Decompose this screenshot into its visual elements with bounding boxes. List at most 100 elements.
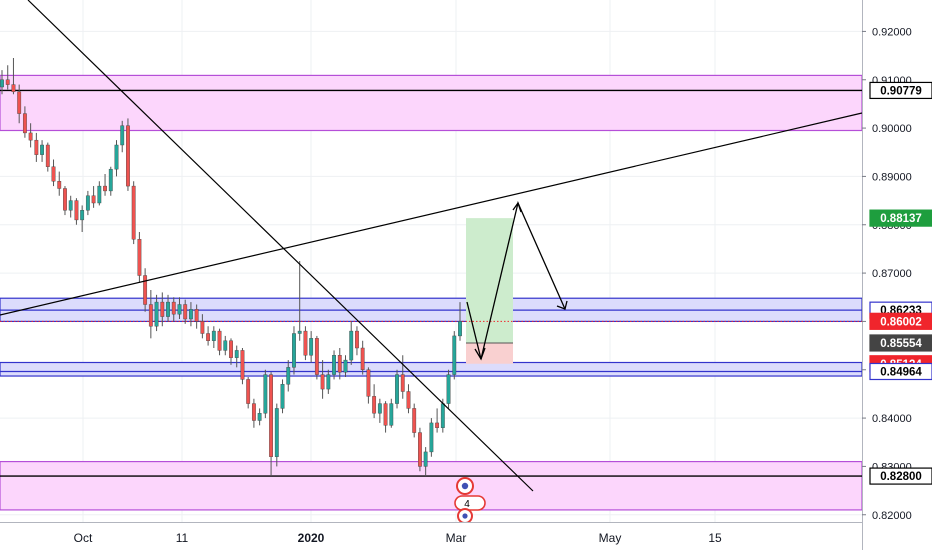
candle (11, 58, 16, 95)
time-scale-panel[interactable] (0, 522, 862, 550)
price-label-text: 0.90779 (880, 85, 922, 97)
candle-body (91, 195, 96, 204)
candle (211, 326, 216, 348)
candle (274, 403, 279, 467)
candle-body (229, 340, 233, 358)
candle-body (400, 374, 405, 392)
price-label-text: 0.86002 (880, 316, 922, 328)
projection-arrowhead-end (556, 300, 568, 310)
candle-body (263, 374, 268, 414)
support-zone[interactable] (0, 460, 863, 511)
event-marker-count-badge[interactable] (454, 495, 486, 511)
price-label[interactable]: 0.88137 (869, 209, 932, 227)
candle-body (309, 338, 314, 356)
price-label[interactable]: 0.84964 (869, 362, 932, 381)
candle (292, 326, 296, 375)
price-label-box (869, 467, 932, 485)
candle-body (160, 301, 165, 317)
candle (400, 355, 405, 399)
candle (366, 367, 371, 404)
candle (114, 140, 119, 177)
y-tick-label: 0.82000 (872, 510, 912, 522)
candle (377, 398, 382, 423)
resistance-zone[interactable] (0, 74, 863, 132)
projection-path[interactable] (466, 200, 566, 360)
candle-body (223, 340, 228, 351)
candle (80, 205, 85, 232)
candle (154, 294, 159, 332)
candle (435, 408, 440, 433)
candle-body (28, 132, 33, 141)
candle-body (332, 355, 336, 375)
candle-body (63, 188, 67, 211)
candle (429, 418, 434, 457)
ascending-trendline[interactable] (0, 112, 863, 316)
candle-body (5, 79, 10, 85)
candle (85, 190, 90, 216)
price-label[interactable]: 0.90779 (869, 81, 932, 100)
y-tick-label: 0.90000 (872, 123, 912, 135)
candle (17, 84, 22, 124)
candle-body (377, 403, 382, 414)
candle-body (143, 275, 148, 305)
drawings[interactable] (0, 0, 863, 492)
candle (120, 120, 125, 153)
y-tick-label: 0.87000 (872, 268, 912, 280)
x-tick-label: Mar (446, 531, 467, 545)
candle-body (211, 330, 216, 341)
price-label[interactable]: 0.82800 (869, 467, 932, 485)
price-label[interactable]: 0.86002 (869, 312, 932, 330)
price-label-box (869, 312, 932, 330)
candle-body (103, 185, 107, 192)
price-label-box (869, 81, 932, 100)
candle-body (154, 301, 159, 327)
candle (28, 123, 33, 148)
candle-body (11, 84, 16, 93)
candle (458, 302, 462, 341)
candle (263, 369, 268, 419)
candle-body (349, 330, 354, 361)
candle (418, 427, 422, 472)
candle-body (240, 350, 245, 380)
candle-body (355, 330, 359, 349)
candle (360, 340, 365, 375)
candle-body (337, 355, 342, 373)
candle-body (292, 333, 296, 368)
candle (0, 70, 4, 95)
candle-body (343, 359, 348, 373)
zones (0, 74, 863, 511)
candle-body (246, 379, 251, 404)
candle (286, 360, 291, 392)
candle-body (418, 432, 422, 467)
candle-body (372, 396, 377, 414)
x-tick-label: 15 (708, 531, 722, 545)
candle-body (131, 185, 136, 240)
candle (332, 350, 336, 380)
lower-supply-zone[interactable] (0, 361, 863, 377)
price-label[interactable]: 0.85554 (869, 334, 932, 352)
candle-body (297, 330, 302, 334)
price-label-text: 0.84964 (880, 366, 922, 378)
candle-body (148, 304, 153, 327)
candle (229, 338, 233, 365)
position-stop-zone[interactable] (466, 342, 513, 364)
x-tick-label: May (599, 531, 622, 545)
candle (183, 299, 188, 324)
descending-trendline[interactable] (27, 0, 534, 492)
candle (395, 369, 399, 409)
candle (160, 292, 165, 327)
candle (91, 186, 96, 208)
candle (314, 335, 319, 380)
candle (189, 302, 193, 327)
candle (446, 369, 451, 409)
candle-body (137, 239, 142, 276)
candle (5, 65, 10, 90)
candle (297, 261, 302, 341)
candle-body (120, 125, 125, 146)
candle (108, 166, 113, 196)
candle (452, 331, 457, 380)
candle (423, 447, 428, 477)
candle-body (200, 321, 205, 334)
candle-body (389, 403, 394, 426)
